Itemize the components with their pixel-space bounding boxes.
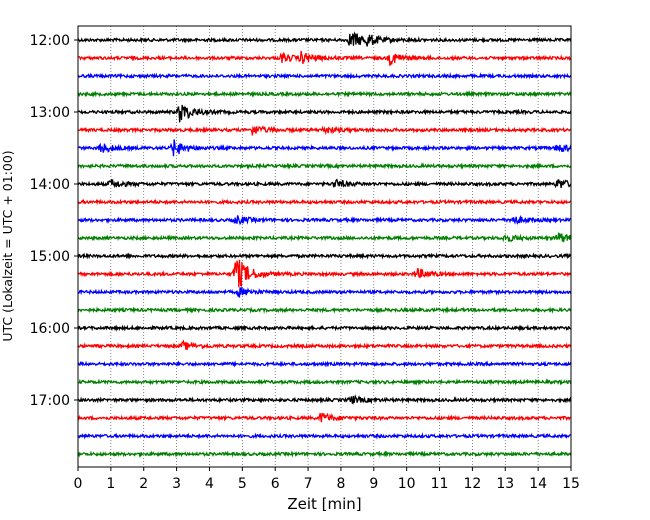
trace-line xyxy=(77,125,572,136)
x-axis-label: Zeit [min] xyxy=(287,495,361,513)
y-axis-ticks: 12:00 13:00 14:00 15:00 16:00 17:00 xyxy=(30,33,78,409)
x-axis-ticks: 0 1 2 3 4 5 6 7 8 9 10 11 12 13 14 15 xyxy=(74,467,580,492)
trace-line xyxy=(77,232,572,243)
trace-line xyxy=(77,90,572,98)
trace-line xyxy=(77,324,572,332)
trace-line xyxy=(77,178,572,189)
x-tick-label: 3 xyxy=(172,476,181,492)
y-tick-label: 13:00 xyxy=(30,105,70,121)
x-tick-label: 2 xyxy=(139,476,148,492)
trace-line xyxy=(77,412,572,423)
plot-frame xyxy=(77,25,572,468)
trace-line xyxy=(77,139,572,157)
trace-line xyxy=(77,394,572,405)
trace-line xyxy=(77,287,572,299)
trace-line xyxy=(77,162,572,170)
y-tick-label: 16:00 xyxy=(30,321,70,337)
traces xyxy=(77,31,572,458)
y-axis-label: UTC (Lokalzeit = UTC + 01:00) xyxy=(0,150,15,341)
trace-line xyxy=(77,306,572,314)
y-tick-label: 14:00 xyxy=(30,177,70,193)
x-tick-label: 12 xyxy=(463,476,481,492)
trace-line xyxy=(77,378,572,386)
x-tick-label: 6 xyxy=(271,476,280,492)
y-tick-label: 17:00 xyxy=(30,393,70,409)
x-tick-label: 9 xyxy=(369,476,378,492)
y-tick-label: 15:00 xyxy=(30,249,70,265)
trace-line xyxy=(77,432,572,440)
x-tick-label: 14 xyxy=(529,476,547,492)
trace-line xyxy=(77,104,572,123)
x-tick-label: 1 xyxy=(106,476,115,492)
x-tick-label: 10 xyxy=(398,476,416,492)
x-tick-label: 5 xyxy=(238,476,247,492)
x-tick-label: 0 xyxy=(74,476,83,492)
x-tick-label: 15 xyxy=(562,476,580,492)
plot-background xyxy=(78,26,571,467)
trace-line xyxy=(77,72,572,80)
trace-line xyxy=(77,214,572,226)
trace-line xyxy=(77,50,572,67)
trace-line xyxy=(77,450,572,458)
trace-line xyxy=(77,31,572,47)
y-tick-label: 12:00 xyxy=(30,33,70,49)
x-tick-label: 4 xyxy=(205,476,214,492)
trace-line xyxy=(77,339,572,351)
x-tick-label: 11 xyxy=(431,476,449,492)
x-tick-label: 7 xyxy=(304,476,313,492)
x-tick-label: 8 xyxy=(336,476,345,492)
trace-line xyxy=(77,259,572,288)
trace-line xyxy=(77,360,572,368)
trace-line xyxy=(77,252,572,260)
x-tick-label: 13 xyxy=(496,476,514,492)
trace-line xyxy=(77,198,572,206)
